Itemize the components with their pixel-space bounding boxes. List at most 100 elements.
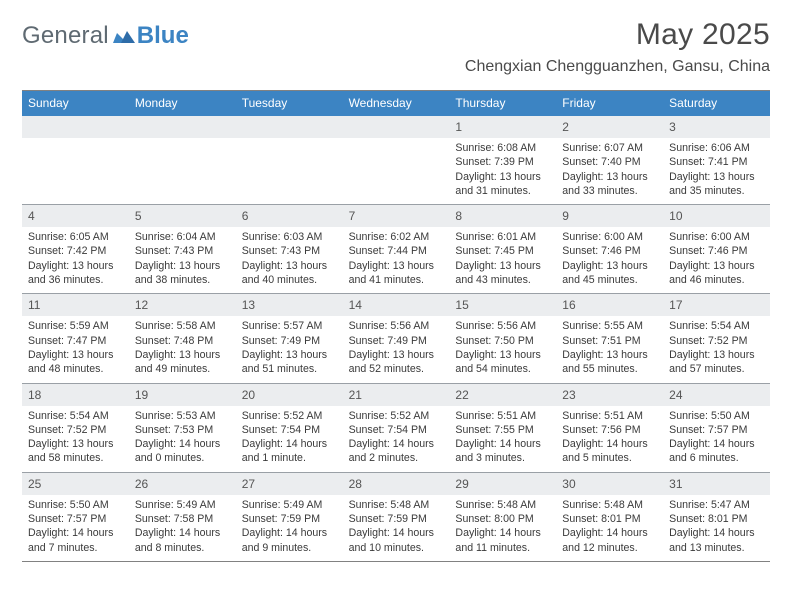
day-cell: 22Sunrise: 5:51 AMSunset: 7:55 PMDayligh… [449,384,556,472]
sunset-text: Sunset: 7:56 PM [562,423,657,437]
daylight-text: Daylight: 14 hours and 10 minutes. [349,526,444,555]
day-cell: 10 Sunrise: 6:00 AMSunset: 7:46 PMDayligh… [663,205,770,293]
sunset-text: Sunset: 7:43 PM [135,244,230,258]
day-facts: Sunrise: 5:48 AMSunset: 7:59 PMDaylight:… [349,498,444,555]
sunrise-text: Sunrise: 6:00 AM [669,230,764,244]
daylight-text: Daylight: 13 hours and 46 minutes. [669,259,764,288]
day-cell: 17 Sunrise: 5:54 AMSunset: 7:52 PMDayligh… [663,294,770,382]
date-band: 11 [22,294,129,316]
day-cell: 23 Sunrise: 5:51 AMSunset: 7:56 PMDayligh… [556,384,663,472]
day-cell: 25Sunrise: 5:50 AMSunset: 7:57 PMDayligh… [22,473,129,561]
day-cell: 9Sunrise: 6:00 AMSunset: 7:46 PMDaylight… [556,205,663,293]
date-number: 22 [455,388,468,402]
sunrise-text: Sunrise: 6:08 AM [455,141,550,155]
sunset-text: Sunset: 7:52 PM [669,334,764,348]
week-row: 25Sunrise: 5:50 AMSunset: 7:57 PMDayligh… [22,473,770,562]
date-band: 8 [449,205,556,227]
sunrise-text: Sunrise: 5:55 AM [562,319,657,333]
sunset-text: Sunset: 8:01 PM [562,512,657,526]
sunrise-text: Sunrise: 6:05 AM [28,230,123,244]
sunset-text: Sunset: 7:55 PM [455,423,550,437]
day-cell: 24Sunrise: 5:50 AMSunset: 7:57 PMDayligh… [663,384,770,472]
dow-thursday: Thursday [449,91,556,116]
date-band: . [129,116,236,138]
sunrise-text: Sunrise: 5:48 AM [455,498,550,512]
date-number: 3 [669,120,676,134]
date-band: 10 [663,205,770,227]
day-facts: Sunrise: 6:02 AMSunset: 7:44 PMDaylight:… [349,230,444,287]
day-cell: 31 Sunrise: 5:47 AMSunset: 8:01 PMDayligh… [663,473,770,561]
calendar: Sunday Monday Tuesday Wednesday Thursday… [22,90,770,562]
date-number: 12 [135,298,148,312]
daylight-text: Daylight: 14 hours and 13 minutes. [669,526,764,555]
daylight-text: Daylight: 14 hours and 11 minutes. [455,526,550,555]
title-block: May 2025 Chengxian Chengguanzhen, Gansu,… [465,18,770,76]
daylight-text: Daylight: 13 hours and 48 minutes. [28,348,123,377]
daylight-text: Daylight: 13 hours and 49 minutes. [135,348,230,377]
page-title: May 2025 [465,18,770,52]
dow-tuesday: Tuesday [236,91,343,116]
date-number: 11 [28,298,40,312]
date-number: 16 [562,298,575,312]
day-cell: 8Sunrise: 6:01 AMSunset: 7:45 PMDaylight… [449,205,556,293]
logo-word-blue: Blue [137,22,189,50]
date-band: 31 [663,473,770,495]
sunset-text: Sunset: 7:59 PM [349,512,444,526]
day-cell: 16 Sunrise: 5:55 AMSunset: 7:51 PMDayligh… [556,294,663,382]
dow-sunday: Sunday [22,91,129,116]
sunset-text: Sunset: 8:00 PM [455,512,550,526]
day-cell: . [22,116,129,204]
day-facts: Sunrise: 5:54 AMSunset: 7:52 PMDaylight:… [28,409,123,466]
day-facts: Sunrise: 5:47 AMSunset: 8:01 PMDaylight:… [669,498,764,555]
day-cell: 14Sunrise: 5:56 AMSunset: 7:49 PMDayligh… [343,294,450,382]
logo-mark-icon [113,27,135,48]
sunrise-text: Sunrise: 5:47 AM [669,498,764,512]
date-band: 20 [236,384,343,406]
date-band: 23 [556,384,663,406]
day-facts: Sunrise: 5:52 AMSunset: 7:54 PMDaylight:… [242,409,337,466]
location-label: Chengxian Chengguanzhen, Gansu, China [465,58,770,76]
sunrise-text: Sunrise: 6:00 AM [562,230,657,244]
day-cell: 5Sunrise: 6:04 AMSunset: 7:43 PMDaylight… [129,205,236,293]
date-band: 15 [449,294,556,316]
sunrise-text: Sunrise: 5:52 AM [242,409,337,423]
logo: General Blue [22,18,189,50]
sunset-text: Sunset: 7:57 PM [669,423,764,437]
day-cell: 19Sunrise: 5:53 AMSunset: 7:53 PMDayligh… [129,384,236,472]
day-facts: Sunrise: 5:54 AMSunset: 7:52 PMDaylight:… [669,319,764,376]
day-facts: Sunrise: 6:08 AMSunset: 7:39 PMDaylight:… [455,141,550,198]
sunrise-text: Sunrise: 5:51 AM [455,409,550,423]
sunrise-text: Sunrise: 5:49 AM [242,498,337,512]
sunrise-text: Sunrise: 5:56 AM [455,319,550,333]
day-facts: Sunrise: 5:48 AMSunset: 8:01 PMDaylight:… [562,498,657,555]
sunset-text: Sunset: 7:40 PM [562,155,657,169]
daylight-text: Daylight: 13 hours and 45 minutes. [562,259,657,288]
date-number: 26 [135,477,148,491]
date-band: 26 [129,473,236,495]
date-number: 31 [669,477,682,491]
sunset-text: Sunset: 7:54 PM [242,423,337,437]
day-facts: Sunrise: 5:55 AMSunset: 7:51 PMDaylight:… [562,319,657,376]
date-number: 24 [669,388,682,402]
date-band: 3 [663,116,770,138]
sunset-text: Sunset: 7:53 PM [135,423,230,437]
day-cell: 27Sunrise: 5:49 AMSunset: 7:59 PMDayligh… [236,473,343,561]
day-facts: Sunrise: 5:51 AMSunset: 7:56 PMDaylight:… [562,409,657,466]
daylight-text: Daylight: 13 hours and 36 minutes. [28,259,123,288]
day-facts: Sunrise: 5:59 AMSunset: 7:47 PMDaylight:… [28,319,123,376]
day-facts: Sunrise: 5:52 AMSunset: 7:54 PMDaylight:… [349,409,444,466]
sunset-text: Sunset: 7:46 PM [669,244,764,258]
date-band: 17 [663,294,770,316]
date-number: 14 [349,298,362,312]
date-band: . [343,116,450,138]
day-cell: 1Sunrise: 6:08 AMSunset: 7:39 PMDaylight… [449,116,556,204]
logo-word-general: General [22,22,109,50]
sunrise-text: Sunrise: 5:51 AM [562,409,657,423]
date-number: 17 [669,298,682,312]
daylight-text: Daylight: 13 hours and 40 minutes. [242,259,337,288]
sunset-text: Sunset: 7:51 PM [562,334,657,348]
sunset-text: Sunset: 7:57 PM [28,512,123,526]
sunset-text: Sunset: 8:01 PM [669,512,764,526]
day-facts: Sunrise: 6:00 AMSunset: 7:46 PMDaylight:… [562,230,657,287]
day-cell: 12Sunrise: 5:58 AMSunset: 7:48 PMDayligh… [129,294,236,382]
